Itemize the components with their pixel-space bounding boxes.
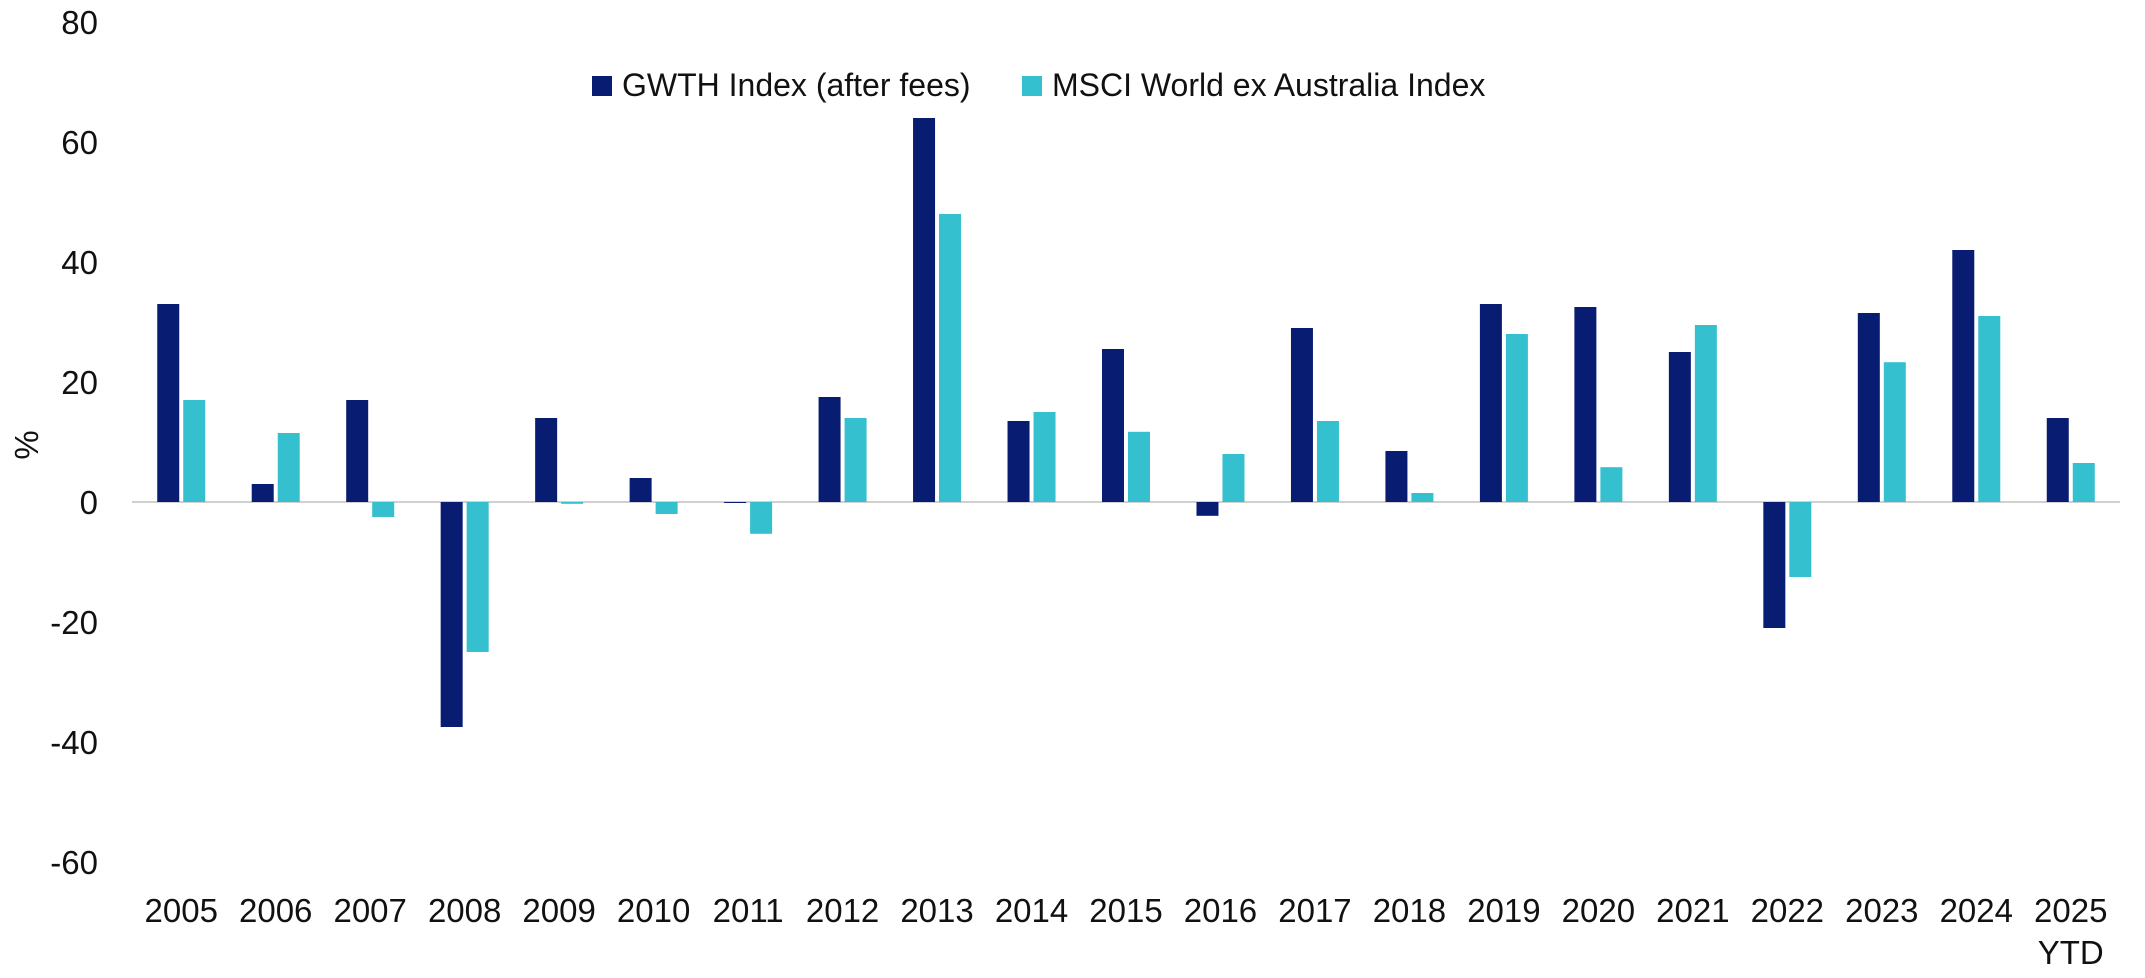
x-tick-label: 2011 [713,892,784,929]
y-tick-label: 0 [80,484,98,521]
x-tick-label: 2010 [617,892,690,929]
x-tick-label: 2019 [1467,892,1540,929]
bar-gwth-2025-YTD [2046,418,2069,502]
bar-msci-2023 [1883,362,1906,502]
bar-msci-2015 [1128,431,1150,502]
legend-swatch-msci [1022,76,1042,96]
y-tick-label: 20 [61,364,98,401]
bar-msci-2024 [1978,316,2001,502]
bar-msci-2020 [1600,467,1623,502]
bar-gwth-2021 [1668,352,1691,502]
x-tick-label: 2007 [333,892,406,929]
y-tick-label: -40 [50,724,98,761]
x-tick-label: 2016 [1184,892,1257,929]
x-tick-label: 2008 [428,892,501,929]
x-tick-label: 2015 [1089,892,1162,929]
x-tick-label: 2022 [1751,892,1824,929]
y-tick-label: 80 [61,4,98,41]
bar-gwth-2013 [913,118,936,502]
x-tick-label: 2009 [522,892,595,929]
y-tick-label: 60 [61,124,98,161]
bar-gwth-2017 [1290,328,1313,502]
bar-gwth-2019 [1479,304,1502,502]
y-axis-title: % [8,430,45,459]
x-axis-labels: 2005 2006 2007 2008 2009 2010 2011 2012 2013 2014… [145,892,2108,971]
legend-label-gwth: GWTH Index (after fees) [622,67,971,103]
legend-label-msci: MSCI World ex Australia Index [1052,67,1485,103]
bar-msci-2011 [750,502,773,534]
bar-msci-2014 [1033,412,1056,502]
x-tick-label: 2023 [1845,892,1918,929]
y-tick-label: 40 [61,244,98,281]
bar-gwth-2008 [440,502,463,727]
bar-msci-2010 [655,502,678,514]
bar-gwth-2011 [724,502,747,503]
legend-swatch-gwth [592,76,612,96]
bar-gwth-2024 [1952,250,1975,502]
bar-gwth-2007 [346,400,369,502]
bar-gwth-2023 [1857,313,1880,502]
bar-msci-2018 [1411,493,1434,502]
bar-msci-2007 [372,502,395,517]
x-tick-label: 2024 [1940,892,2013,929]
bar-gwth-2015 [1102,349,1124,502]
bar-gwth-2016 [1196,502,1219,516]
bar-msci-2006 [277,433,300,502]
bar-gwth-2009 [535,418,558,502]
x-tick-label: 2006 [239,892,312,929]
bar-msci-2019 [1505,334,1528,502]
bar-msci-2025-YTD [2072,463,2095,502]
x-tick-label: 2013 [900,892,973,929]
bar-gwth-2022 [1763,502,1786,628]
bar-gwth-2014 [1007,421,1030,502]
x-tick-label: 2018 [1373,892,1446,929]
bar-msci-2012 [844,418,867,502]
bar-msci-2009 [561,502,584,504]
bar-msci-2021 [1694,325,1717,502]
bar-series [157,118,2095,727]
x-tick-label: 2021 [1656,892,1729,929]
bar-msci-2016 [1222,454,1245,502]
x-tick-label: 2014 [995,892,1068,929]
x-tick-label: 2025 YTD [2034,892,2107,971]
x-tick-label: 2020 [1562,892,1635,929]
y-axis-label: % [8,430,45,459]
bar-gwth-2018 [1385,451,1408,502]
bar-gwth-2020 [1574,307,1597,502]
bar-msci-2008 [466,502,489,652]
x-tick-label: 2005 [145,892,218,929]
bar-msci-2013 [939,214,962,502]
y-tick-label: -60 [50,844,98,881]
bar-gwth-2005 [157,304,180,502]
x-tick-label: 2017 [1278,892,1351,929]
bar-msci-2017 [1316,421,1339,502]
legend: GWTH Index (after fees) MSCI World ex Au… [592,67,1485,103]
bar-msci-2005 [183,400,206,502]
bar-gwth-2010 [629,478,652,502]
x-tick-label: 2012 [806,892,879,929]
bar-gwth-2006 [251,484,274,502]
bar-msci-2022 [1789,502,1812,577]
y-tick-label: -20 [50,604,98,641]
bar-gwth-2012 [818,397,841,502]
y-axis-ticks: 80 60 40 20 0 -20 -40 -60 [50,4,98,881]
